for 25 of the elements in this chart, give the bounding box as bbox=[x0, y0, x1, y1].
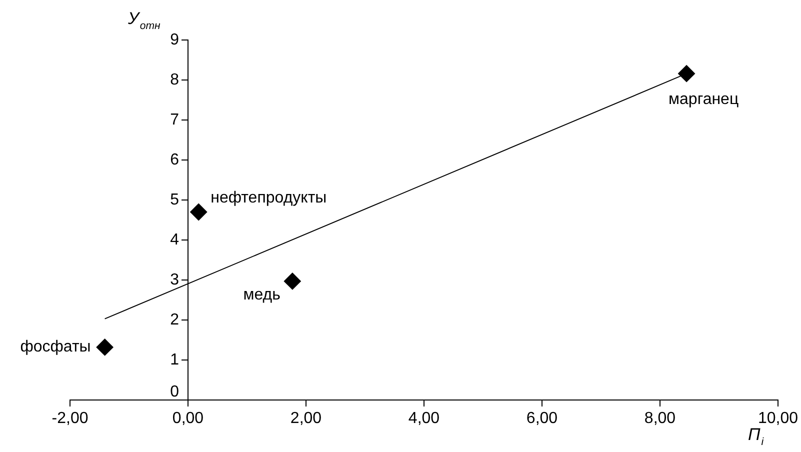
annotation: медь bbox=[243, 286, 280, 304]
x-tick-label: -2,00 bbox=[52, 410, 88, 428]
y-tick-label: 9 bbox=[170, 31, 180, 48]
y-tick-label: 0 bbox=[170, 383, 180, 400]
y-tick-label: 7 bbox=[170, 111, 180, 128]
y-tick-label: 5 bbox=[170, 191, 180, 208]
x-tick-label: 0,00 bbox=[172, 410, 204, 428]
x-tick-label: 8,00 bbox=[644, 410, 676, 428]
x-tick-label: 10,00 bbox=[758, 410, 798, 428]
y-tick-label: 6 bbox=[170, 151, 180, 168]
annotation: фосфаты bbox=[20, 338, 91, 356]
point bbox=[284, 272, 301, 290]
x-tick-label: 2,00 bbox=[290, 410, 322, 428]
y-tick-label: 3 bbox=[170, 271, 180, 288]
point bbox=[96, 338, 114, 356]
point bbox=[678, 65, 696, 82]
y-tick-label: 8 bbox=[170, 71, 180, 88]
point bbox=[190, 204, 208, 220]
y-tick-label: 2 bbox=[170, 311, 180, 328]
y-tick-label: 1 bbox=[170, 351, 180, 368]
annotation: нефтепродукты bbox=[210, 189, 327, 206]
x-tick-label: 4,00 bbox=[408, 410, 440, 428]
annotation: марганец bbox=[668, 91, 739, 108]
y-tick-label: 4 bbox=[170, 231, 180, 248]
x-tick-label: 6,00 bbox=[526, 410, 558, 428]
